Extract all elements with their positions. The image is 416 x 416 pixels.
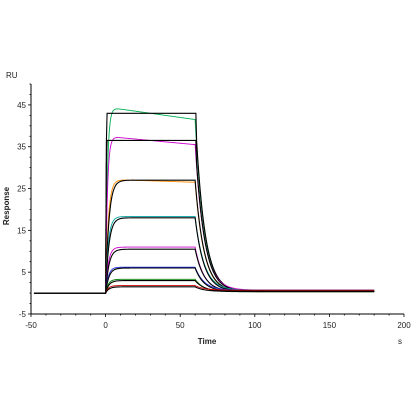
- y-tick-label: -5: [19, 310, 27, 319]
- sensorgram-curve: [33, 137, 375, 294]
- x-tick-label: 200: [397, 321, 411, 330]
- y-tick-label: 5: [22, 268, 27, 277]
- x-axis-title: Time: [198, 337, 217, 346]
- y-tick-label: 35: [17, 143, 26, 152]
- x-tick-label: 100: [248, 321, 262, 330]
- y-tick-label: 45: [17, 101, 26, 110]
- plot-area: -5 5 15 25 35 45 -50 0 50 100 150 200: [17, 83, 411, 330]
- fit-curve: [33, 286, 375, 294]
- sensorgram-curve: [33, 285, 375, 294]
- fit-curve: [33, 139, 375, 294]
- sensorgram-curve: [33, 216, 375, 294]
- x-tick-label: 150: [323, 321, 337, 330]
- fit-curve: [33, 248, 375, 294]
- x-axis-ticks: -50 0 50 100 150 200: [25, 314, 411, 330]
- y-tick-label: 25: [17, 185, 26, 194]
- y-tick-label: 15: [17, 226, 26, 235]
- sensorgram-curve: [33, 246, 375, 294]
- x-tick-label: 50: [176, 321, 185, 330]
- y-axis-ticks: -5 5 15 25 35 45: [17, 83, 31, 319]
- series-layer: [33, 108, 375, 294]
- y-unit-label: RU: [6, 71, 18, 80]
- x-unit-label: s: [398, 337, 402, 346]
- fit-curve: [33, 112, 375, 294]
- y-axis-title: Response: [2, 186, 11, 225]
- x-tick-label: 0: [103, 321, 108, 330]
- x-tick-label: -50: [25, 321, 37, 330]
